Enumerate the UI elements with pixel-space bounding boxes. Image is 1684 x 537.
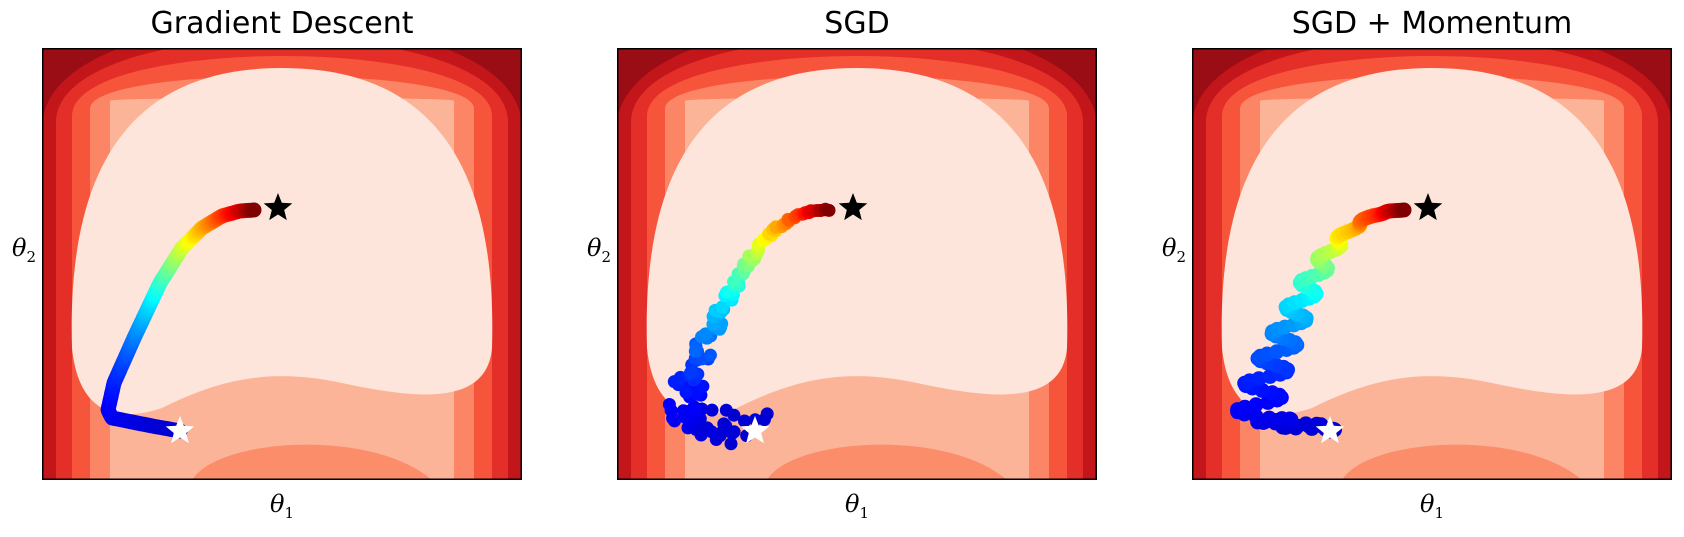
trajectory-point	[1261, 410, 1277, 426]
trajectory-point	[246, 202, 262, 218]
trajectory-point	[676, 404, 690, 418]
plot-frame	[1192, 48, 1672, 480]
x-axis-label: θ1	[845, 490, 869, 522]
plot-frame	[617, 48, 1097, 480]
contour-level	[1221, 68, 1643, 415]
trajectory-point	[715, 300, 729, 314]
x-axis-label: θ1	[1420, 490, 1444, 522]
trajectory-point	[662, 398, 676, 411]
contour-level	[71, 68, 493, 415]
trajectory-point	[688, 344, 702, 358]
contour-plot	[42, 48, 522, 480]
y-axis-label: θ2	[1162, 234, 1186, 266]
start-star-icon	[740, 416, 770, 444]
trajectory-point	[684, 366, 698, 379]
trajectory-point	[705, 425, 719, 439]
trajectory-point	[1248, 408, 1264, 424]
trajectory-point	[717, 417, 731, 431]
trajectory-point	[757, 413, 771, 427]
trajectory-point	[694, 428, 708, 442]
panel-gradient-descent: Gradient Descent θ2 θ1	[0, 0, 540, 537]
contour-level	[767, 444, 1007, 480]
trajectory-point	[1248, 397, 1264, 413]
contour-level	[1342, 444, 1582, 480]
trajectory-point	[705, 403, 719, 417]
chart-title: SGD + Momentum	[1291, 6, 1573, 41]
trajectory-point	[1396, 202, 1412, 218]
chart-title: Gradient Descent	[150, 6, 414, 41]
y-axis-label: θ2	[587, 234, 611, 266]
trajectory-point	[725, 426, 739, 440]
plot-frame	[42, 48, 522, 480]
y-axis-label: θ2	[12, 234, 36, 266]
trajectory-point	[703, 348, 717, 362]
contour-level	[646, 68, 1068, 415]
trajectory-point	[724, 437, 738, 451]
contour-plot	[617, 48, 1097, 480]
panel-sgd: SGD θ2 θ1	[575, 0, 1115, 537]
x-axis-label: θ1	[270, 490, 294, 522]
trajectory-point	[1274, 411, 1290, 427]
chart-title: SGD	[824, 6, 890, 41]
trajectory-point	[1298, 416, 1314, 432]
optimum-star-icon	[1413, 193, 1443, 221]
start-star-icon	[1315, 416, 1345, 444]
trajectory-point	[719, 403, 733, 417]
trajectory-point	[822, 203, 836, 217]
contour-level	[192, 444, 432, 480]
panel-sgd-momentum: SGD + Momentum θ2 θ1	[1150, 0, 1684, 537]
optimum-star-icon	[838, 193, 868, 221]
optimum-star-icon	[263, 193, 293, 221]
contour-plot	[1192, 48, 1672, 480]
start-star-icon	[165, 416, 195, 444]
trajectory-point	[699, 327, 712, 341]
trajectory-point	[666, 411, 680, 425]
trajectory-point	[689, 403, 703, 417]
trajectory-point	[738, 414, 751, 428]
